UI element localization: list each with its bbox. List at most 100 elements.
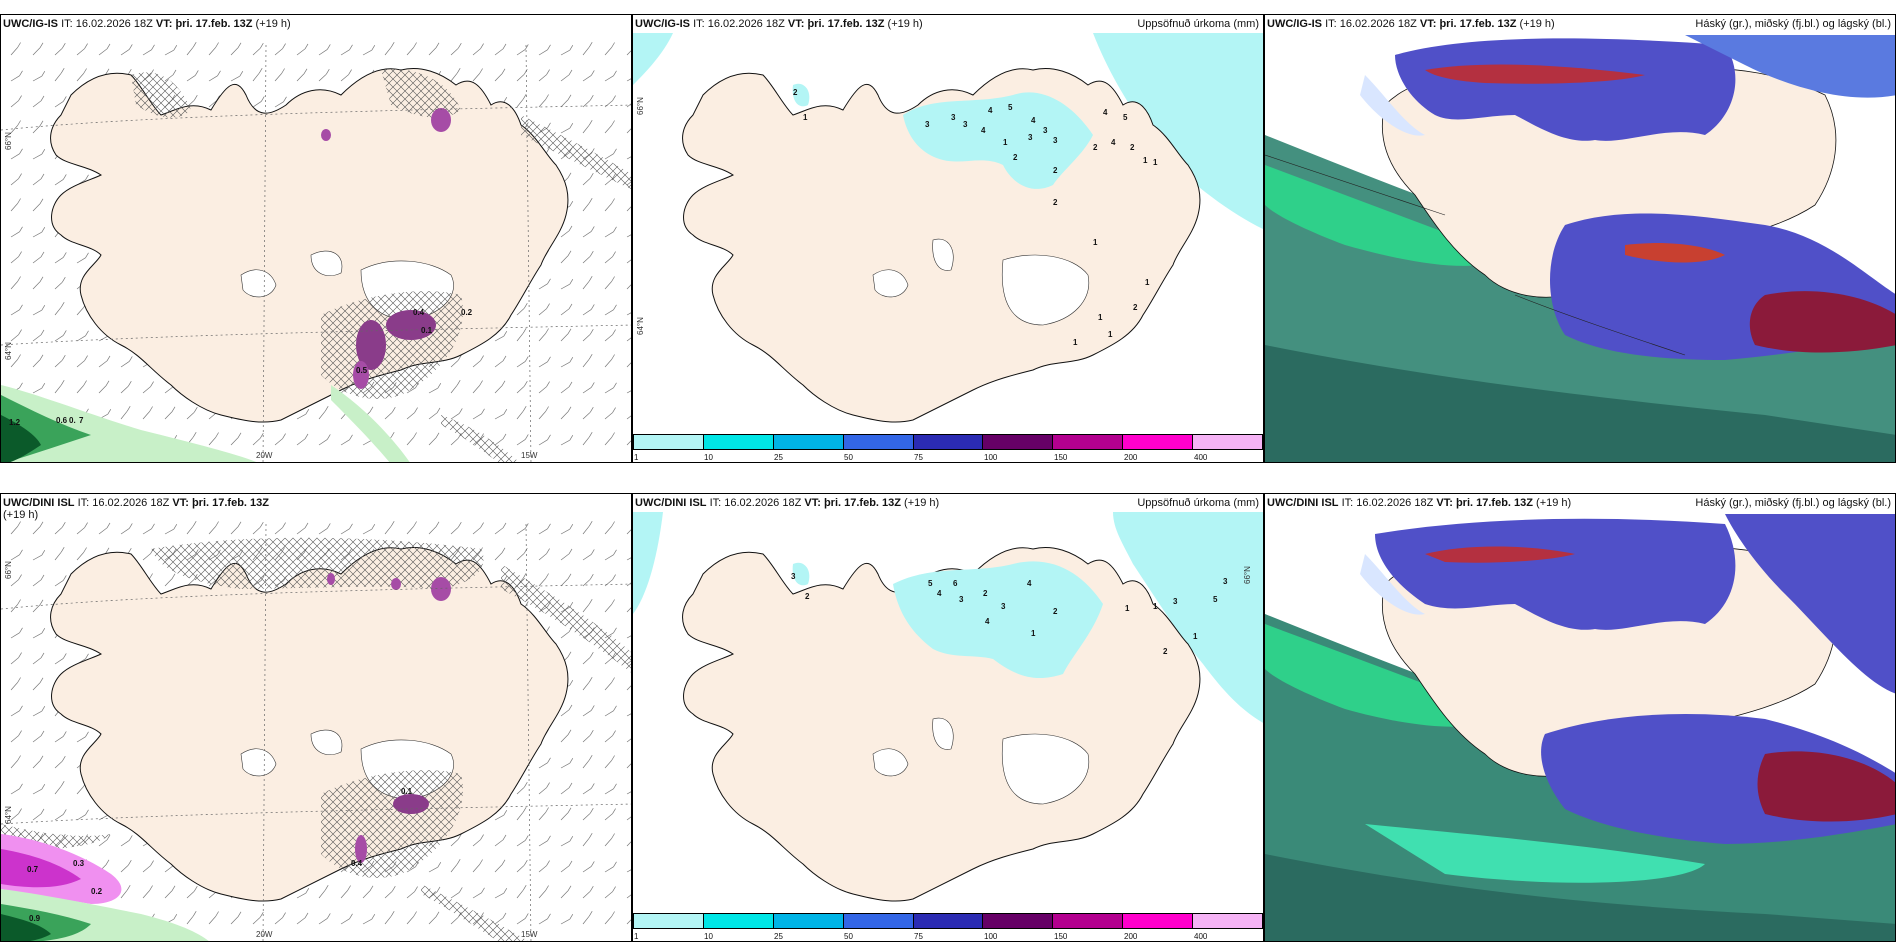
wind-barb — [186, 75, 196, 82]
wind-barb — [230, 916, 239, 925]
wind-barb — [604, 125, 612, 134]
wind-barb-flag — [105, 380, 110, 386]
wind-barb — [318, 410, 326, 420]
wind-barb-flag — [437, 862, 442, 868]
wind-barb-flag — [413, 911, 417, 917]
wind-barb — [142, 49, 152, 56]
wind-barb-flag — [567, 573, 572, 579]
wind-barb — [98, 385, 107, 394]
wind-barb — [76, 335, 86, 342]
wind-barb — [296, 73, 305, 82]
wind-barb — [494, 385, 503, 394]
wind-barb — [296, 917, 306, 925]
wind-barb-flag — [567, 406, 572, 412]
lon-label-20w: 20W — [256, 930, 273, 939]
wind-barb — [230, 47, 239, 56]
map-panel-wind-precip-dini: UWC/DINI ISL IT: 16.02.2026 18Z VT: þri.… — [0, 493, 632, 942]
wind-barb — [362, 439, 372, 446]
wind-barb — [428, 412, 438, 420]
wind-barb-flag — [523, 860, 528, 866]
wind-barb — [560, 99, 569, 108]
wind-barb-flag — [215, 521, 219, 527]
wind-barb-flag — [19, 304, 23, 310]
wind-barb-flag — [149, 885, 153, 891]
wind-barb-flag — [41, 784, 46, 790]
wind-barb — [142, 890, 150, 899]
wind-barb — [296, 527, 306, 535]
precip-value-label: 2 — [1163, 647, 1168, 656]
wind-barb — [582, 866, 592, 873]
wind-barb-flag — [479, 380, 483, 386]
lat-label-66: 66°N — [636, 97, 645, 115]
wind-barb — [560, 812, 569, 821]
panel-subtitle: Háský (gr.), miðský (fj.bl.) og lágský (… — [1695, 18, 1891, 30]
wind-barb — [406, 412, 415, 420]
precip-value-label: 2 — [1093, 143, 1098, 152]
wind-barb-flag — [568, 548, 573, 555]
wind-barb — [54, 359, 63, 368]
wind-barb — [384, 890, 393, 899]
svg-text:0.: 0. — [69, 416, 76, 425]
wind-barb-flag — [569, 201, 574, 207]
wind-barb-flag — [567, 807, 572, 813]
precip-value-label: 6 — [953, 579, 958, 588]
colorbar-tick-label: 400 — [1194, 453, 1208, 462]
wind-barb — [362, 918, 372, 925]
wind-barb-flag — [568, 303, 573, 310]
wind-barb-flag — [611, 677, 615, 683]
wind-barb — [120, 528, 130, 535]
precip-value-label: 4 — [981, 126, 986, 135]
panel-title: UWC/DINI ISL IT: 16.02.2026 18Z VT: þri.… — [635, 497, 940, 509]
wind-barb-flag — [503, 810, 508, 816]
wind-barb — [560, 439, 570, 446]
precip-value-label: 1 — [1073, 338, 1078, 347]
wind-barb — [626, 50, 631, 56]
wind-barb-flag — [588, 354, 593, 360]
wind-barb — [626, 816, 631, 821]
svg-text:0.4: 0.4 — [413, 308, 425, 317]
precip-value-label: 1 — [1003, 138, 1008, 147]
wind-barb-flag — [501, 859, 506, 865]
wind-barb-flag — [150, 860, 154, 866]
precip-value-label: 1 — [803, 113, 808, 122]
wind-barb — [582, 788, 592, 795]
wind-barb — [516, 307, 525, 316]
wind-barb-flag — [589, 652, 594, 658]
wind-barb-flag — [39, 276, 44, 282]
wind-barb — [252, 101, 262, 108]
wind-barb — [582, 333, 591, 342]
wind-barb — [252, 916, 261, 925]
wind-barb — [406, 47, 414, 56]
wind-barb — [516, 528, 526, 535]
wind-barb-flag — [414, 886, 418, 892]
wind-barb — [120, 889, 128, 899]
wind-barb — [76, 257, 86, 264]
wind-barb-flag — [545, 807, 549, 813]
wind-barb-flag — [126, 406, 131, 412]
wind-barb — [472, 385, 480, 394]
wind-barb-flag — [569, 836, 574, 842]
wind-barb-flag — [192, 521, 197, 527]
wind-barb-flag — [259, 912, 264, 918]
wind-barb-flag — [547, 122, 551, 128]
wind-barb-flag — [192, 911, 197, 917]
wind-barb — [472, 527, 481, 535]
wind-barb-flag — [569, 279, 574, 285]
wind-barb — [472, 839, 481, 847]
wind-barb — [32, 760, 41, 769]
wind-barb-flag — [60, 781, 65, 787]
svg-text:0.7: 0.7 — [27, 865, 39, 874]
wind-barb-flag — [523, 303, 528, 309]
wind-barb — [560, 865, 570, 873]
wind-barb-flag — [237, 42, 242, 48]
wind-barb-flag — [41, 305, 46, 311]
wind-barb — [120, 385, 129, 394]
wind-barb-flag — [414, 407, 418, 413]
wind-barb — [120, 864, 129, 873]
wind-barb — [76, 814, 86, 821]
lon-label-20w: 20W — [256, 451, 273, 460]
wind-barb-flag — [173, 914, 178, 920]
wind-barb-flag — [546, 782, 550, 788]
wind-barb — [604, 334, 613, 342]
